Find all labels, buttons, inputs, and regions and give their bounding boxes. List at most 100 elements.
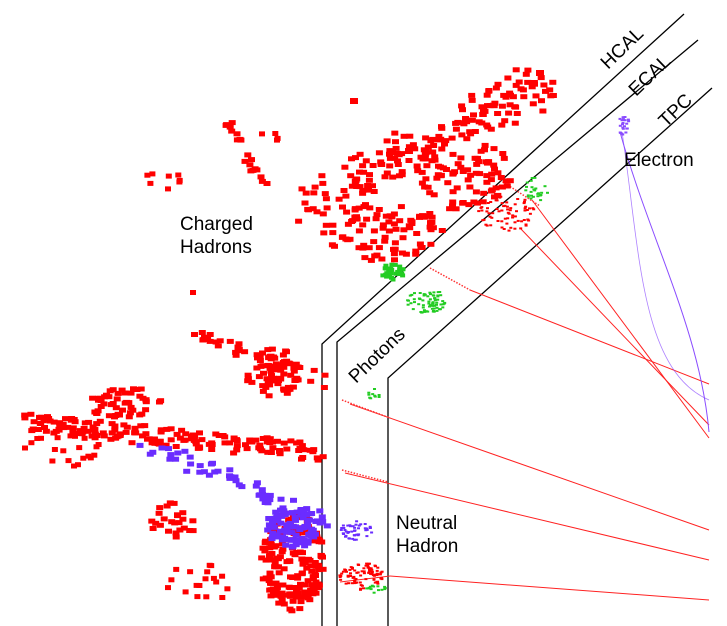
- ecal-cell: [413, 292, 416, 295]
- hcal-cell: [294, 573, 302, 579]
- ecal-cell: [524, 223, 528, 226]
- hcal-cell: [306, 517, 314, 523]
- ecal-cell: [421, 299, 425, 302]
- hcal-cell: [256, 442, 264, 448]
- hcal-cell: [235, 341, 243, 347]
- ecal-cell: [351, 525, 355, 528]
- hcal-cell: [267, 541, 275, 547]
- ecal-cell: [431, 301, 435, 304]
- hcal-cell: [256, 358, 264, 364]
- hcal-cell: [51, 447, 58, 452]
- hcal-cell: [293, 440, 301, 446]
- ecal-cell: [362, 572, 366, 575]
- ecal-cell: [626, 118, 630, 121]
- hcal-cell: [369, 163, 377, 168]
- hcal-cell: [266, 570, 274, 576]
- hcal-cell: [417, 245, 425, 250]
- hcal-cell: [339, 204, 346, 210]
- hcal-cell: [107, 402, 115, 408]
- hcal-cell: [296, 549, 304, 555]
- ecal-cell: [377, 394, 381, 396]
- ecal-cell: [380, 588, 384, 591]
- hcal-cell: [54, 435, 61, 441]
- hcal-cell: [492, 185, 500, 191]
- hcal-cell: [298, 556, 306, 562]
- hcal-cell: [266, 492, 274, 498]
- hcal-cell: [149, 526, 157, 531]
- hcal-cell: [370, 189, 378, 194]
- hcal-cell: [75, 462, 81, 468]
- hcal-cell: [260, 370, 267, 376]
- ecal-cell: [477, 210, 481, 213]
- hcal-cell: [289, 510, 296, 516]
- ecal-cell: [525, 209, 529, 211]
- hcal-cell: [206, 332, 214, 337]
- hcal-cell: [417, 154, 425, 160]
- hcal-cell: [190, 290, 196, 295]
- ecal-cell: [364, 529, 368, 532]
- ecal-cell: [523, 200, 526, 203]
- ecal-cell: [432, 310, 435, 312]
- ecal-cell: [343, 529, 347, 531]
- tpc-label: TPC: [655, 90, 697, 132]
- ecal-cell: [491, 212, 495, 215]
- ecal-cell: [366, 566, 370, 569]
- ecal-cell: [412, 298, 416, 301]
- hcal-cell: [234, 344, 242, 350]
- charged-hadron-deposits: [21, 67, 557, 614]
- hcal-cell: [244, 372, 252, 378]
- hcal-cell: [375, 150, 383, 156]
- hcal-cell: [233, 137, 241, 143]
- hcal-cell: [318, 173, 326, 179]
- hcal-cell: [112, 405, 120, 411]
- hcal-cell: [174, 450, 182, 456]
- hcal-cell: [226, 473, 233, 479]
- hcal-cell: [491, 166, 498, 172]
- ecal-cell: [534, 187, 538, 190]
- hcal-cell: [466, 184, 474, 190]
- hcal-cell: [42, 428, 50, 434]
- hcal-cell: [272, 361, 280, 367]
- ecal-cell: [621, 127, 625, 130]
- hcal-cell: [121, 390, 129, 396]
- hcal-cell: [212, 431, 220, 437]
- hcal-cell: [270, 375, 277, 381]
- ecal-cell: [372, 578, 376, 581]
- hcal-cell: [84, 428, 92, 434]
- hcal-cell: [64, 424, 72, 430]
- hcal-cell: [131, 425, 139, 431]
- hcal-cell: [264, 449, 272, 455]
- hcal-cell: [488, 187, 496, 193]
- hcal-cell: [286, 520, 294, 526]
- hcal-cell: [468, 92, 476, 98]
- hcal-cell: [132, 430, 140, 436]
- hcal-cell: [310, 367, 318, 373]
- hcal-cell: [389, 174, 397, 180]
- hcal-cell: [329, 222, 337, 228]
- ecal-cell: [407, 299, 410, 302]
- hcal-cell: [271, 564, 279, 570]
- hcal-cell: [214, 343, 222, 349]
- hcal-cell: [196, 430, 203, 436]
- hcal-cell: [542, 88, 549, 94]
- hcal-cell: [344, 221, 352, 227]
- hcal-cell: [524, 67, 532, 73]
- hcal-cell: [413, 231, 421, 236]
- charged-track: [344, 472, 710, 561]
- hcal-cell: [355, 245, 363, 251]
- hcal-cell: [300, 528, 308, 534]
- hcal-cell: [80, 455, 87, 461]
- hcal-cell: [335, 196, 343, 202]
- hcal-cell: [69, 428, 77, 434]
- hcal-cell: [504, 75, 512, 81]
- hcal-cell: [288, 591, 296, 597]
- hcal-cell: [395, 269, 401, 274]
- hcal-cell: [179, 516, 187, 522]
- ecal-cell: [441, 303, 445, 306]
- ecal-cell: [481, 219, 485, 222]
- hcal-cell: [487, 126, 495, 132]
- hcal-cell: [431, 154, 439, 160]
- hcal-cell: [313, 455, 321, 461]
- hcal-cell: [474, 155, 481, 161]
- ecal-cell: [347, 531, 350, 533]
